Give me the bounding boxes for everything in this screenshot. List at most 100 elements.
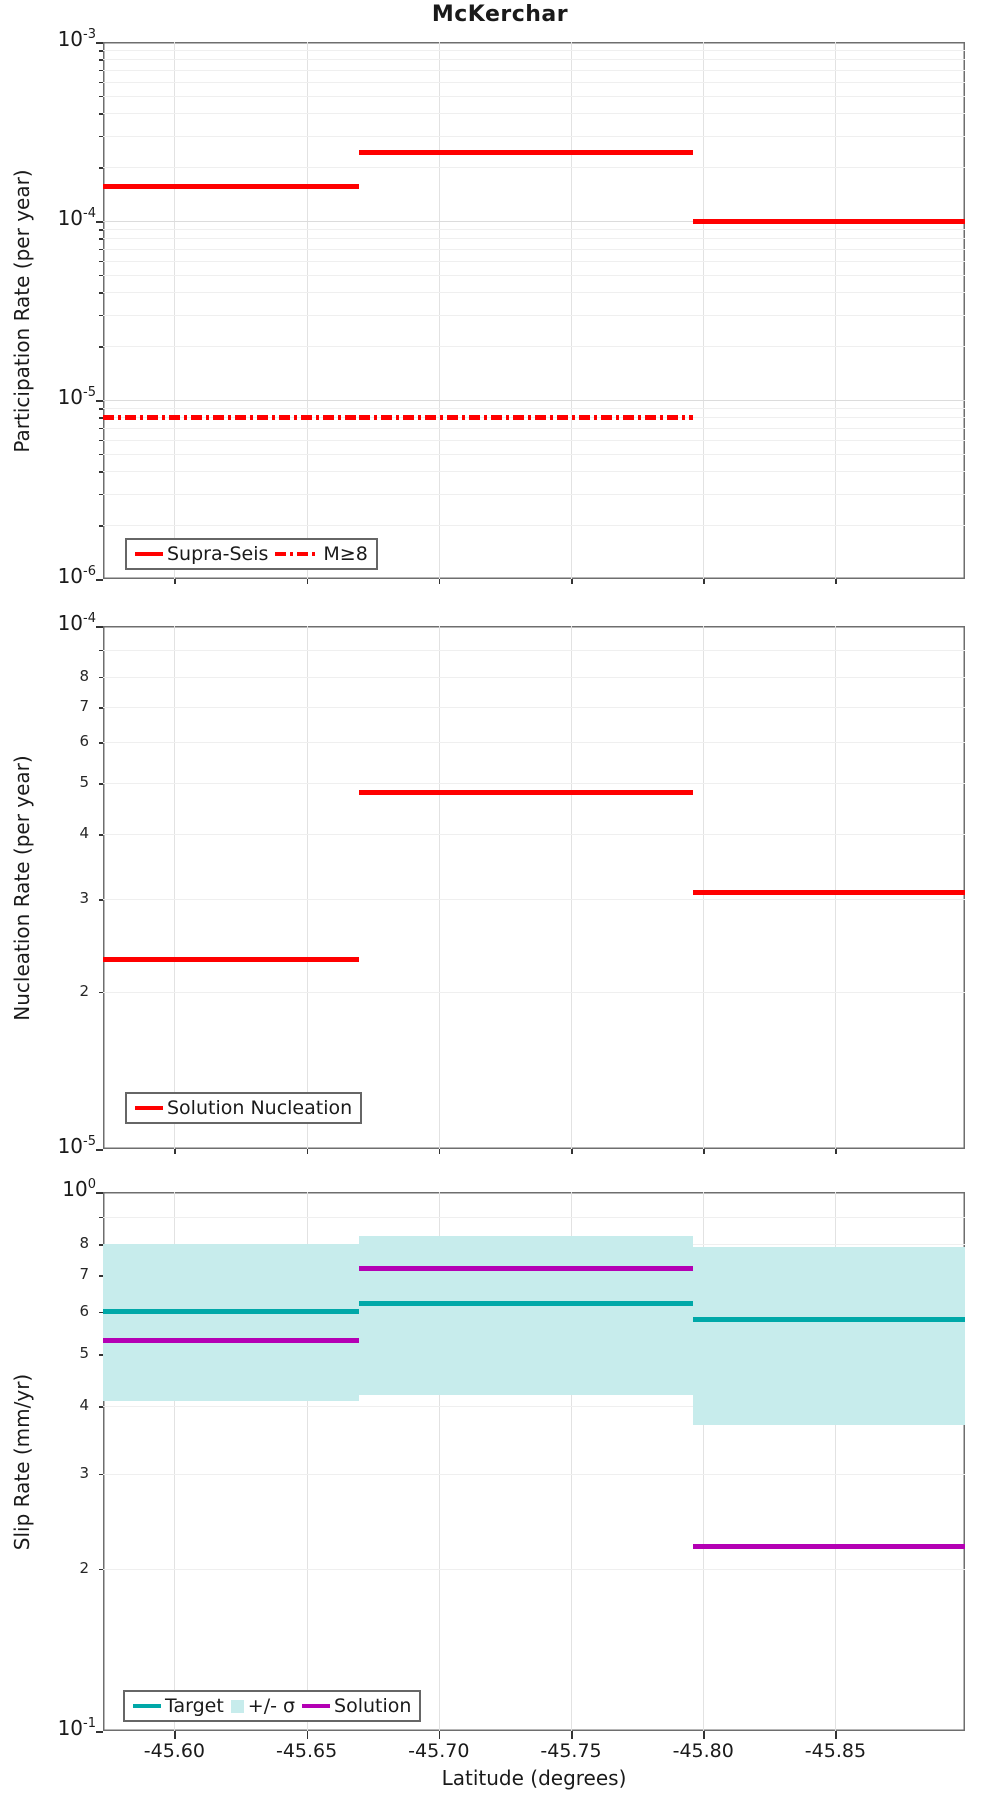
- y-gridline-major: [103, 400, 965, 401]
- x-tick: [703, 1731, 705, 1739]
- y-gridline-minor: [103, 248, 965, 250]
- legend-item: +/- σ: [230, 1695, 296, 1717]
- y-minor-tick-label: 4: [79, 1396, 89, 1415]
- series-segment-solution-nucleation: [359, 790, 693, 796]
- series-segment-target: [692, 1317, 965, 1322]
- series-segment-solution-nucleation: [103, 957, 360, 963]
- x-tick-label: -45.65: [275, 1740, 338, 1762]
- y-tick-label: 10-3: [0, 27, 96, 51]
- series-segment-solution: [103, 1338, 360, 1344]
- x-tick-label: -45.80: [672, 1740, 734, 1762]
- y-tick-base: 10: [57, 206, 84, 230]
- y-gridline-minor: [103, 439, 965, 441]
- legend-item: Target: [133, 1695, 224, 1717]
- y-gridline-minor: [103, 408, 965, 410]
- y-tick-exponent: -5: [83, 385, 96, 400]
- y-gridline-minor: [103, 238, 965, 240]
- y-minor-tick-label: 3: [79, 889, 89, 908]
- y-minor-tick: [99, 471, 103, 473]
- x-tick: [438, 1731, 441, 1739]
- legend-line-swatch: [135, 1106, 163, 1110]
- y-major-tick: [96, 1731, 103, 1733]
- x-tick-label: -45.60: [143, 1740, 206, 1762]
- y-gridline-minor: [103, 229, 965, 231]
- y-gridline-minor: [103, 1568, 965, 1570]
- x-tick: [571, 1731, 573, 1739]
- y-minor-tick-label: 8: [79, 666, 89, 685]
- y-minor-tick: [99, 69, 103, 72]
- y-axis-title: Slip Rate (mm/yr): [10, 1373, 34, 1550]
- y-tick-exponent: -1: [83, 1716, 96, 1731]
- x-tick: [174, 1149, 176, 1154]
- legend-line-swatch: [302, 1704, 331, 1708]
- y-gridline-minor: [103, 427, 965, 429]
- y-minor-tick: [99, 274, 103, 277]
- series-segment-target: [359, 1301, 693, 1307]
- x-tick: [438, 579, 441, 584]
- y-minor-tick: [99, 113, 103, 115]
- x-tick: [571, 1149, 573, 1154]
- series-segment-solution: [359, 1266, 693, 1272]
- series-segment-supra-seis: [359, 150, 693, 156]
- y-minor-tick: [99, 248, 103, 251]
- y-minor-tick: [99, 260, 103, 263]
- series-segment-m-8: [103, 414, 360, 420]
- y-tick-base: 10: [57, 1134, 84, 1158]
- legend-label: +/- σ: [247, 1695, 296, 1717]
- chart-title: McKerchar: [431, 2, 569, 27]
- y-tick-exponent: 0: [87, 1177, 96, 1192]
- y-tick-base: 10: [57, 564, 84, 588]
- y-minor-tick-label: 6: [79, 732, 89, 751]
- legend-label: Supra-Seis: [167, 543, 269, 565]
- x-tick: [438, 1149, 441, 1154]
- y-tick-exponent: -4: [83, 206, 96, 221]
- x-gridline: [571, 626, 573, 1149]
- y-tick-base: 10: [62, 1177, 88, 1201]
- y-minor-tick: [99, 707, 103, 709]
- legend-dashdot-swatch: [275, 552, 320, 556]
- y-gridline-minor: [103, 834, 965, 836]
- x-gridline: [835, 42, 837, 579]
- y-major-tick: [96, 1192, 103, 1194]
- x-gridline: [174, 1192, 176, 1731]
- y-minor-tick: [99, 59, 103, 61]
- y-gridline-minor: [103, 525, 965, 527]
- legend-band-swatch: [230, 1699, 244, 1713]
- uncertainty-band-segment: [692, 1247, 965, 1425]
- y-minor-tick: [99, 135, 103, 138]
- legend-panel-2: Solution Nucleation: [125, 1092, 363, 1124]
- y-minor-tick: [99, 493, 103, 496]
- x-tick: [306, 1149, 309, 1154]
- series-segment-solution-nucleation: [692, 889, 965, 895]
- x-tick: [835, 1149, 837, 1154]
- y-minor-tick-label: 7: [79, 1265, 89, 1284]
- y-tick-base: 10: [57, 1716, 84, 1740]
- y-minor-tick: [99, 1244, 103, 1246]
- legend-label: M≥8: [323, 543, 368, 565]
- y-gridline-minor: [103, 113, 965, 115]
- y-minor-tick: [99, 167, 103, 169]
- y-minor-tick: [99, 676, 103, 679]
- y-minor-tick: [99, 417, 103, 419]
- x-gridline: [174, 626, 176, 1149]
- legend-label: Solution Nucleation: [167, 1097, 353, 1119]
- y-tick-exponent: -3: [83, 27, 96, 42]
- plot-panel-2: [103, 626, 965, 1149]
- x-gridline: [438, 1192, 440, 1731]
- series-segment-supra-seis: [103, 184, 360, 190]
- x-gridline: [703, 42, 705, 579]
- y-tick-label: 10-4: [0, 206, 96, 230]
- legend-line-swatch: [135, 552, 163, 556]
- x-axis-title: Latitude (degrees): [441, 1766, 627, 1790]
- y-minor-tick: [99, 346, 103, 348]
- x-tick: [835, 579, 837, 584]
- y-minor-tick-label: 6: [79, 1301, 89, 1320]
- y-minor-tick: [99, 1354, 103, 1356]
- legend-item: Solution Nucleation: [135, 1097, 352, 1119]
- x-tick: [835, 1731, 837, 1739]
- y-major-tick: [96, 42, 103, 44]
- uncertainty-band-segment: [359, 1235, 693, 1396]
- y-minor-tick: [99, 1406, 103, 1408]
- x-gridline: [703, 626, 705, 1149]
